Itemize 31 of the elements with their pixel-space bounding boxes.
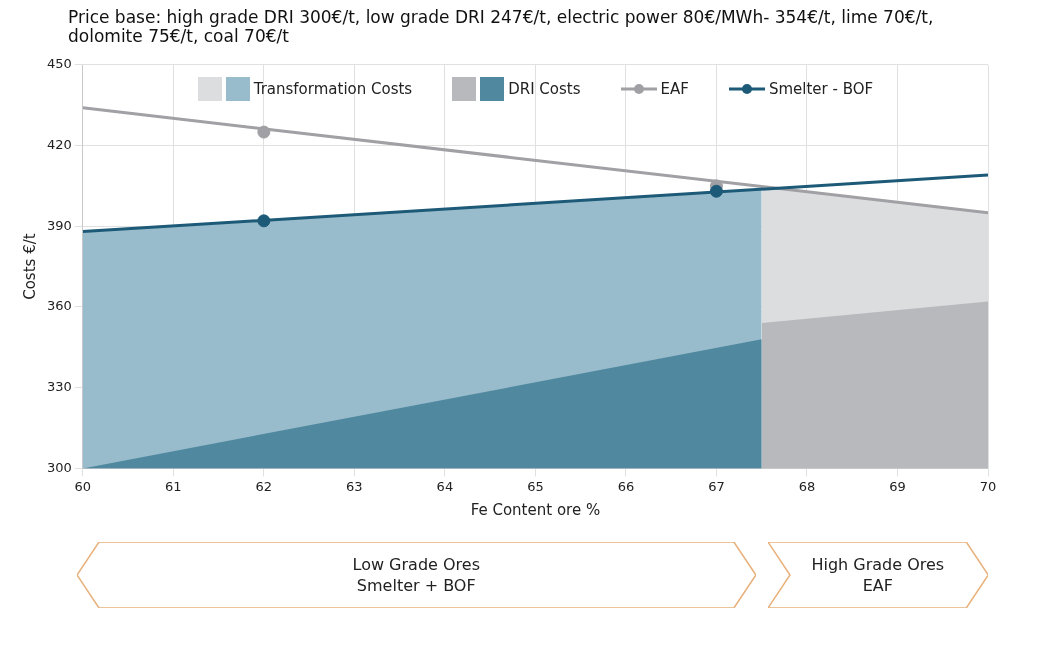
y-tick-label: 390 bbox=[46, 217, 72, 233]
x-tick-label: 60 bbox=[74, 478, 92, 494]
y-tick-label: 360 bbox=[46, 298, 72, 314]
legend-label: Smelter - BOF bbox=[768, 79, 874, 98]
x-tick-label: 67 bbox=[708, 478, 725, 494]
y-tick-label: 420 bbox=[46, 136, 72, 152]
x-tick-label: 68 bbox=[798, 478, 816, 494]
x-tick-label: 66 bbox=[617, 478, 635, 494]
x-tick-label: 61 bbox=[165, 478, 182, 494]
text: Smelter + BOF bbox=[355, 575, 477, 596]
x-tick-label: 62 bbox=[255, 478, 273, 494]
point bbox=[257, 214, 271, 228]
legend-label: DRI Costs bbox=[508, 79, 581, 98]
point bbox=[257, 125, 271, 139]
y-tick-label: 300 bbox=[46, 459, 72, 475]
legend-label: Transformation Costs bbox=[253, 79, 413, 98]
x-tick-label: 63 bbox=[346, 478, 363, 494]
legend-label: EAF bbox=[660, 79, 689, 98]
x-tick-label: 69 bbox=[889, 478, 906, 494]
chart-title: Price base: high grade DRI 300€/t, low grade DRI 247€/t, electric power 80€/MWh- 354€/t, lime 70€/t, dolomite 75€/t, coal 70€/t bbox=[68, 7, 935, 48]
x-tick-label: 64 bbox=[436, 478, 454, 494]
x-tick-label: 70 bbox=[979, 478, 997, 494]
x-axis-title: Fe Content ore % bbox=[470, 500, 601, 519]
x-tick-label: 65 bbox=[527, 478, 544, 494]
text: Low Grade Ores bbox=[351, 554, 481, 575]
point bbox=[709, 184, 723, 198]
y-tick-label: 330 bbox=[46, 379, 72, 395]
text: High Grade Ores bbox=[810, 554, 946, 575]
y-axis-title: Costs €/t bbox=[20, 233, 39, 300]
y-tick-label: 450 bbox=[46, 56, 72, 72]
text: EAF bbox=[861, 575, 894, 596]
